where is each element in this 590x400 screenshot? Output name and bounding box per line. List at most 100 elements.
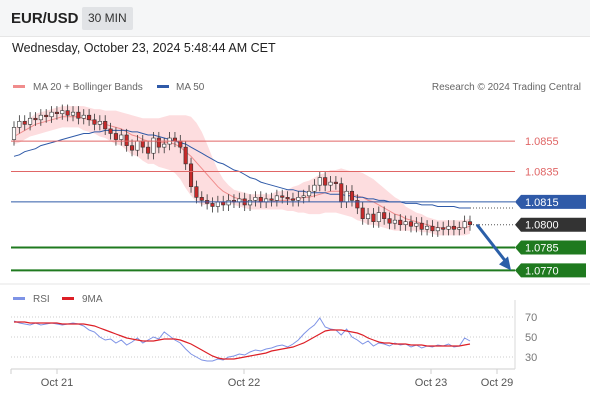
candle	[178, 140, 183, 148]
candle	[119, 134, 124, 140]
candle	[451, 225, 456, 230]
candle	[183, 146, 188, 165]
level-label-pivot: 1.0815	[525, 197, 559, 209]
candle	[446, 225, 451, 230]
rsi-ma-legend-label: 9MA	[82, 294, 103, 305]
candle	[398, 219, 403, 226]
candle	[194, 186, 199, 198]
rsi-ma-legend-swatch	[62, 297, 74, 300]
candle	[81, 114, 86, 119]
candle	[371, 213, 376, 222]
ma50-legend-swatch	[157, 85, 169, 88]
forecast-arrow-line	[475, 223, 510, 266]
candle	[22, 120, 27, 125]
ma20-legend-swatch	[13, 85, 25, 88]
rsi-tick-label: 30	[525, 352, 537, 364]
candle	[162, 143, 167, 148]
candle	[387, 218, 392, 224]
candle	[430, 225, 435, 232]
candle	[253, 197, 258, 201]
candle	[49, 111, 54, 118]
candle	[188, 163, 194, 187]
candle	[108, 128, 113, 134]
candle	[328, 181, 333, 186]
candle	[366, 213, 371, 219]
candle	[307, 190, 312, 197]
candle	[124, 134, 129, 146]
ma50-legend-label: MA 50	[176, 82, 205, 93]
copyright-label: Research © 2024 Trading Central	[432, 82, 581, 93]
candle	[349, 190, 355, 201]
price-levels: 1.0855 1.0835 1.0815 1.0785 1.0770 1.0800	[11, 136, 586, 278]
candle	[425, 225, 430, 230]
candle	[129, 145, 135, 151]
candle	[360, 207, 365, 219]
candle	[215, 201, 220, 207]
candle	[457, 227, 462, 230]
candle	[441, 227, 446, 230]
candle	[333, 181, 338, 184]
candle	[274, 195, 279, 201]
last-price-box	[515, 217, 586, 232]
candle	[382, 212, 387, 219]
candle	[156, 137, 161, 148]
candle	[44, 114, 49, 118]
candle	[38, 114, 43, 121]
candle	[408, 221, 414, 227]
candle	[135, 140, 140, 151]
candle	[17, 120, 22, 128]
candle	[290, 198, 296, 201]
candle	[113, 133, 118, 140]
candle	[92, 119, 97, 125]
rsi-tick-label: 70	[525, 312, 537, 324]
chart-header: EUR/USD 30 MIN	[0, 0, 590, 37]
candle	[248, 200, 253, 206]
candle	[226, 200, 231, 206]
level-label-support: 1.0785	[525, 243, 559, 255]
candle	[33, 117, 38, 121]
level-label-resistance: 1.0835	[525, 166, 559, 178]
candle	[462, 221, 467, 229]
candle	[403, 221, 408, 226]
candle	[65, 110, 70, 116]
candle	[435, 227, 440, 232]
candle	[355, 200, 360, 209]
candle	[199, 197, 204, 201]
forecast-arrow-head	[499, 256, 511, 271]
candle	[60, 110, 65, 114]
timeframe-button[interactable]: 30 MIN	[82, 7, 133, 30]
candle	[140, 140, 145, 148]
candle	[76, 111, 81, 119]
x-tick-label: Oct 22	[228, 377, 260, 389]
candle	[97, 120, 102, 125]
candle	[419, 222, 424, 230]
x-tick-label: Oct 29	[481, 377, 513, 389]
rsi-plot: 70 50 30	[11, 312, 537, 364]
rsi-legend-swatch	[13, 297, 25, 300]
candle	[280, 195, 285, 198]
candle	[301, 195, 306, 198]
level-label-resistance: 1.0855	[525, 136, 559, 148]
candle	[414, 222, 419, 227]
level-label-support: 1.0770	[525, 265, 559, 277]
last-price-label: 1.0800	[525, 220, 559, 232]
datetime-label: Wednesday, October 23, 2024 5:48:44 AM C…	[12, 41, 276, 55]
candle	[312, 184, 317, 192]
candle	[285, 197, 290, 200]
candle	[258, 197, 263, 203]
candle	[339, 183, 344, 203]
candle	[269, 198, 274, 201]
candle	[11, 127, 17, 140]
rsi-ma-line	[14, 321, 471, 360]
candle	[87, 114, 92, 121]
x-tick-label: Oct 23	[415, 377, 447, 389]
rsi-legend-label: RSI	[33, 294, 50, 305]
candle	[210, 203, 215, 207]
candle	[28, 117, 33, 125]
candle	[54, 111, 59, 114]
candle	[103, 120, 108, 130]
candle	[392, 219, 397, 224]
candle	[344, 190, 349, 203]
candle	[146, 146, 151, 154]
